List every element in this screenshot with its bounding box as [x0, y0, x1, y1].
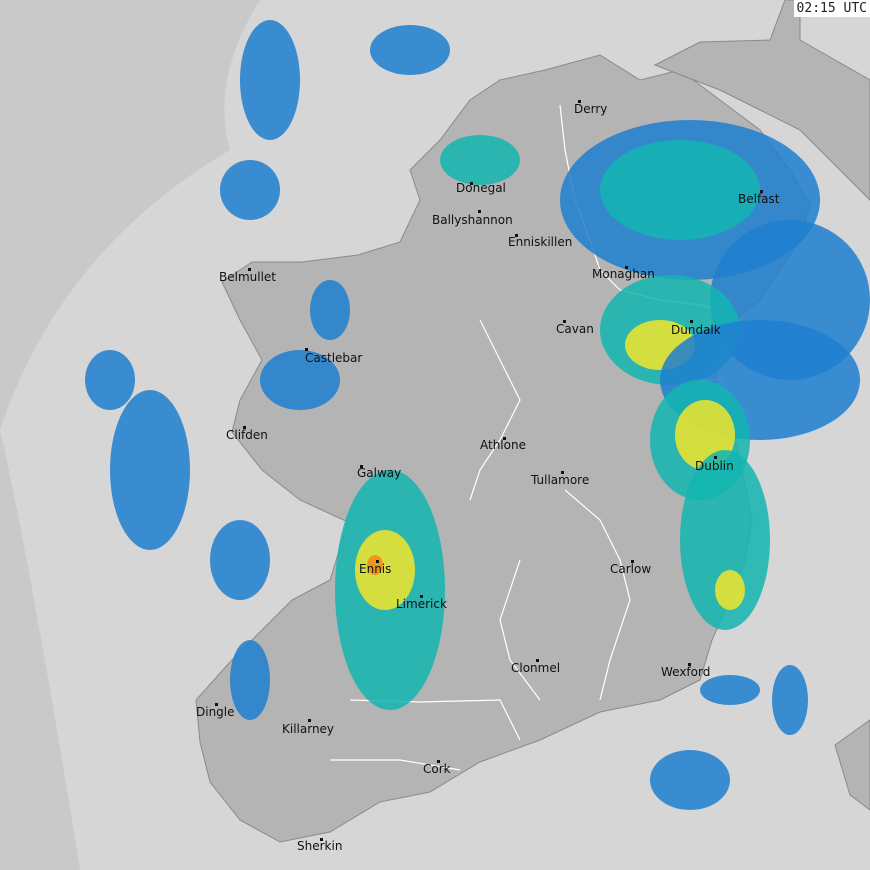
rain-echo-light-rain — [772, 665, 808, 735]
city-marker — [437, 760, 440, 763]
city-marker — [376, 560, 379, 563]
city-label: Dundalk — [671, 323, 721, 337]
city-marker — [690, 320, 693, 323]
rain-echo-light-rain — [85, 350, 135, 410]
rain-echo-light-rain — [240, 20, 300, 140]
city-marker — [243, 426, 246, 429]
city-label: Donegal — [456, 181, 506, 195]
city-label: Monaghan — [592, 267, 655, 281]
city-marker — [478, 210, 481, 213]
city-label: Wexford — [661, 665, 711, 679]
rain-echo-intense-rain — [367, 555, 383, 575]
outside-radar-range — [0, 0, 260, 870]
city-label: Galway — [357, 466, 402, 480]
rain-echo-light-rain — [230, 640, 270, 720]
city-label: Derry — [574, 102, 608, 116]
city-marker — [760, 190, 763, 193]
city-marker — [305, 348, 308, 351]
city-label: Ennis — [359, 562, 392, 576]
city-marker — [561, 471, 564, 474]
city-marker — [625, 266, 628, 269]
rain-echo-moderate-rain — [600, 140, 760, 240]
city-marker — [515, 234, 518, 237]
city-marker — [631, 560, 634, 563]
rain-echoes — [85, 20, 870, 810]
city-label: Athlone — [480, 438, 526, 452]
city-label: Killarney — [282, 722, 335, 736]
city-label: Castlebar — [305, 351, 363, 365]
city-marker — [470, 182, 473, 185]
city-label: Tullamore — [531, 473, 590, 487]
city-label: Ballyshannon — [432, 213, 513, 227]
city-marker — [578, 100, 581, 103]
city-marker — [360, 465, 363, 468]
city-label: Dublin — [695, 459, 734, 473]
city-label: Cork — [423, 762, 451, 776]
rain-echo-light-rain — [700, 675, 760, 705]
rain-echo-light-rain — [260, 350, 340, 410]
city-marker — [503, 437, 506, 440]
city-label: Limerick — [396, 597, 447, 611]
wales-landmass — [834, 719, 870, 811]
city-marker — [320, 838, 323, 841]
rain-echo-light-rain — [110, 390, 190, 550]
city-marker — [563, 320, 566, 323]
scotland-landmass — [653, 0, 870, 201]
city-label: Belfast — [738, 192, 780, 206]
rain-echo-light-rain — [650, 750, 730, 810]
city-label: Cavan — [556, 322, 594, 336]
rain-echo-light-rain — [210, 520, 270, 600]
city-marker — [215, 703, 218, 706]
timestamp: 02:15 UTC — [793, 0, 870, 17]
rain-echo-light-rain — [220, 160, 280, 220]
city-marker — [688, 663, 691, 666]
city-marker — [714, 456, 717, 459]
rain-echo-very-heavy-rain — [715, 570, 745, 610]
rain-echo-very-heavy-rain — [355, 530, 415, 610]
city-marker — [420, 595, 423, 598]
city-marker — [536, 659, 539, 662]
rain-echo-light-rain — [310, 280, 350, 340]
rain-echo-light-rain — [370, 25, 450, 75]
city-label: Dingle — [196, 705, 235, 719]
city-label: Clonmel — [511, 661, 561, 675]
rain-echo-moderate-rain — [680, 450, 770, 630]
city-label: Enniskillen — [508, 235, 573, 249]
city-label: Sherkin — [297, 839, 343, 853]
city-marker — [308, 719, 311, 722]
city-label: Clifden — [226, 428, 268, 442]
city-marker — [248, 268, 251, 271]
city-label: Belmullet — [219, 270, 276, 284]
city-label: Carlow — [610, 562, 652, 576]
rain-echo-moderate-rain — [440, 135, 520, 185]
